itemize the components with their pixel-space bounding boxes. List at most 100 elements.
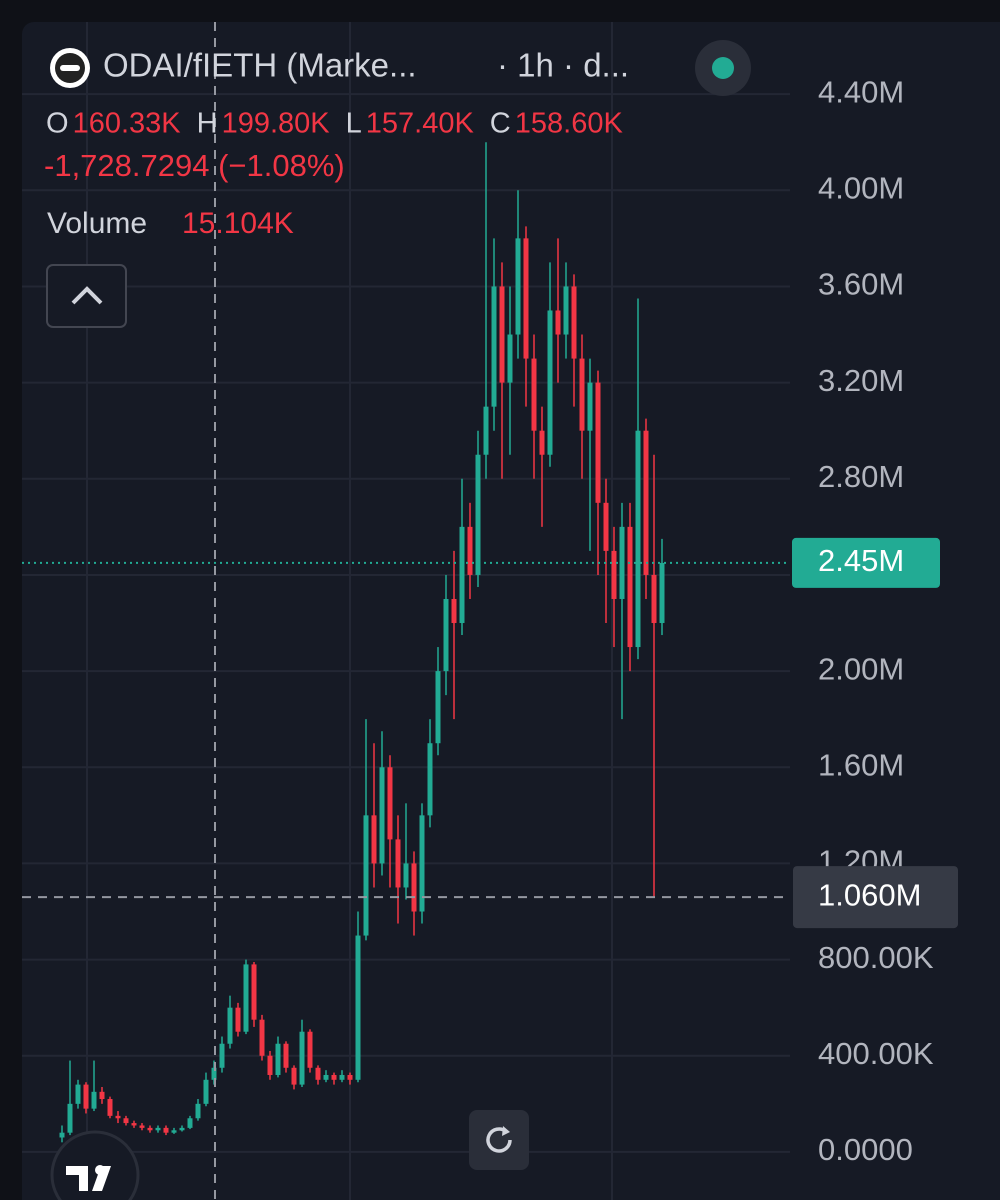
candle-body [507,334,513,383]
reset-button[interactable] [469,1110,529,1170]
candle-body [491,286,497,407]
candle-body [195,1103,201,1119]
y-tick-label: 2.00M [818,651,904,686]
ohlc-label: H [197,108,218,140]
candle-body [107,1099,113,1116]
candle-body [75,1084,81,1104]
collapse-button[interactable] [46,264,127,328]
candle-body [219,1043,225,1068]
y-tick-label: 400.00K [818,1036,934,1071]
volume-value: 15.104K [182,207,294,240]
candle-body [387,767,393,840]
candle-body [651,574,657,624]
candle-body [299,1031,305,1085]
candle-body [547,310,553,455]
candle-body [83,1084,89,1109]
volume-label: Volume [47,207,147,240]
y-tick-label: 4.00M [818,170,904,205]
candle-body [587,382,593,431]
symbol-icon [60,65,80,71]
chevron-icon [71,286,103,305]
crosshair-box [793,866,958,929]
candle-body [459,526,465,624]
candle-body [571,286,577,359]
candle-body [171,1130,177,1133]
reset-icon [502,1126,510,1136]
candle-body [435,671,441,744]
candle-body [155,1127,161,1131]
candle-body [627,526,633,648]
candle-body [323,1074,329,1080]
candle-body [211,1067,217,1080]
y-tick-label: 800.00K [818,940,934,975]
status-dot [712,57,734,79]
last-price-box [792,537,940,588]
candle-body [131,1123,137,1126]
last-price-label: 2.45M [818,543,904,578]
candle-body [115,1115,121,1119]
change: -1,728.7294 (−1.08%) [44,148,345,183]
candle-body [243,964,249,1032]
y-tick-label: 2.80M [818,459,904,494]
y-tick-label: 0.0000 [818,1132,913,1167]
ohlc-label: O [46,108,69,140]
candle-body [643,430,649,575]
reset-icon [486,1127,512,1153]
candle-body [403,863,409,888]
ohlc-value: 157.40K [366,108,475,140]
candle-body [411,863,417,912]
candle-body [467,526,473,575]
candle-body [451,598,457,624]
candle-body [203,1079,209,1104]
ohlc-value: 199.80K [222,108,331,140]
ohlc-value: 158.60K [515,108,624,140]
candle-body [307,1031,313,1068]
candle-body [659,562,665,624]
candle-body [67,1103,73,1133]
candle-body [635,430,641,648]
candle-body [163,1127,169,1133]
ohlc-label: C [490,108,511,140]
footer-controls [50,1110,529,1200]
y-tick-label: 4.40M [818,74,904,109]
candle-body [227,1007,233,1044]
interval: · 1h · d... [497,47,629,84]
candle-body [427,743,433,816]
candle-body [259,1019,265,1056]
candle-body [315,1067,321,1080]
y-tick-label: 3.60M [818,267,904,302]
candle-body [363,815,369,936]
candle-body [563,286,569,335]
candle-body [251,964,257,1020]
grid [86,22,613,1200]
candle-body [275,1043,281,1075]
logo[interactable] [50,1130,140,1200]
candle-body [59,1132,65,1138]
crosshair-label: 1.060M [818,877,921,912]
candle-body [291,1067,297,1085]
candle-body [603,502,609,551]
candle-body [531,358,537,431]
candle-body [147,1127,153,1131]
ohlc-label: L [346,108,362,140]
candle-body [371,815,377,864]
y-tick-label: 3.20M [818,363,904,398]
candle-body [235,1007,241,1032]
candle-body [555,310,561,335]
candle-body [355,935,361,1080]
candle-body [139,1125,145,1128]
candle-body [331,1074,337,1080]
y-tick-label: 1.60M [818,747,904,782]
candle-body [91,1091,97,1109]
panel [22,22,1000,1200]
candle-body [339,1074,345,1080]
candle-body [267,1055,273,1075]
candle-body [515,238,521,335]
candle-body [379,767,385,864]
candle-body [611,550,617,599]
header: ODAI/fIETH (Marke... · 1h · d... O 160.33… [44,40,751,328]
ohlc-legend: O 160.33K H 199.80K L 157.40K C 158.60K [46,108,623,140]
candle-body [523,238,529,359]
symbol: ODAI/fIETH (Marke... [103,47,417,84]
